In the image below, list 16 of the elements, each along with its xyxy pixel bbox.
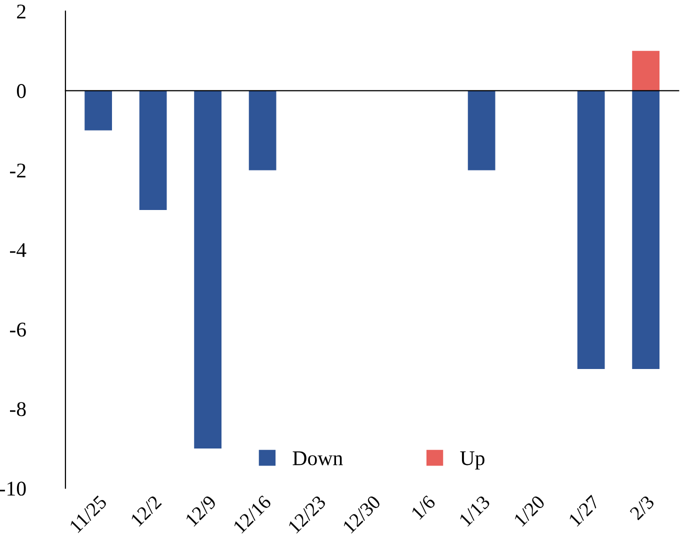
x-tick-label: 1/6 [410,494,436,520]
x-tick-label: 1/27 [568,494,600,527]
x-tick-label: 12/2 [130,495,162,527]
y-tick-label: -2 [10,164,26,178]
x-tick-label: 2/3 [629,494,655,520]
legend-label: Up [460,451,484,470]
y-tick-label: 0 [16,84,26,98]
x-tick-label: 1/20 [513,494,546,527]
y-tick-label: -6 [10,322,26,337]
y-tick-label: -4 [10,243,26,257]
y-tick-label: -10 [0,482,26,496]
x-tick-label: 12/9 [185,494,217,527]
y-tick-label: -8 [10,402,26,416]
legend-label: Down [292,451,343,466]
y-tick-label: 2 [17,4,26,18]
x-tick-label: 1/13 [458,494,491,527]
